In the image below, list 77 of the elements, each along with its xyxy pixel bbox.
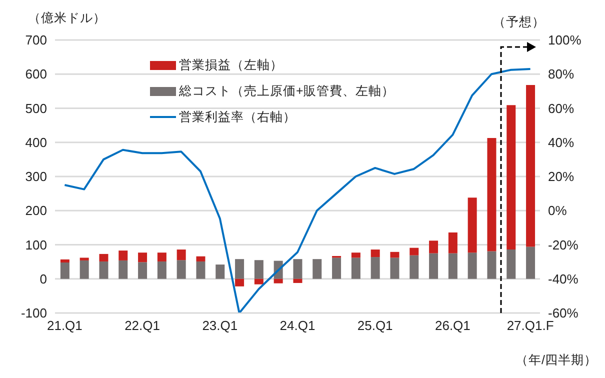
x-axis-title: （年/四半期）	[516, 352, 597, 369]
y2-tick-label: 40%	[548, 134, 574, 150]
bar	[448, 232, 458, 254]
y-tick-label: 100	[25, 237, 47, 252]
bar	[216, 264, 225, 279]
bar	[60, 262, 70, 279]
bar	[526, 85, 536, 247]
bar	[80, 260, 89, 279]
bar	[157, 252, 166, 262]
legend-label: 営業損益（左軸）	[179, 57, 283, 74]
bar	[274, 278, 283, 284]
bar	[390, 252, 400, 258]
y-tick-label: 0	[40, 271, 47, 286]
bar	[448, 253, 458, 279]
bar	[254, 278, 264, 284]
bar	[390, 258, 400, 279]
bar	[526, 246, 536, 279]
bar	[506, 105, 516, 250]
bar	[157, 261, 166, 279]
bar	[176, 260, 186, 279]
bar	[506, 250, 516, 279]
bar	[410, 248, 419, 256]
bar	[99, 254, 108, 262]
bar	[293, 259, 302, 279]
bar	[487, 251, 496, 279]
y2-tick-label: 0%	[548, 203, 568, 218]
y-tick-label: 700	[25, 32, 47, 48]
y-tick-label: 300	[25, 169, 47, 184]
bar	[196, 261, 206, 279]
bar	[118, 260, 128, 279]
bar	[351, 252, 360, 258]
bar	[429, 240, 438, 254]
bar	[176, 250, 186, 260]
y-tick-label: 400	[25, 134, 47, 150]
text: （予想）	[493, 14, 546, 31]
y2-tick-label: -60%	[548, 306, 579, 321]
bar	[370, 250, 380, 258]
bar	[468, 198, 477, 253]
x-tick-label: 21.Q1	[46, 318, 82, 334]
y2-tick-label: 100%	[548, 32, 582, 48]
x-tick-label: 27.Q1.F	[506, 318, 554, 334]
bar	[235, 278, 244, 286]
bar	[118, 250, 128, 260]
bar	[410, 255, 419, 279]
bar	[60, 259, 70, 262]
x-tick-label: 24.Q1	[280, 318, 316, 334]
y2-tick-label: 60%	[548, 100, 574, 116]
x-tick-label: 23.Q1	[202, 318, 238, 334]
y2-tick-label: 80%	[548, 66, 574, 82]
y2-tick-label: -20%	[548, 237, 579, 252]
legend-label: 営業利益率（右軸）	[179, 109, 296, 126]
bar	[370, 257, 380, 279]
x-tick-label: 26.Q1	[434, 318, 470, 334]
bar	[293, 278, 302, 283]
y-tick-label: 200	[25, 203, 47, 218]
bar	[351, 258, 360, 279]
x-tick-label: 25.Q1	[357, 318, 393, 334]
bar	[254, 260, 264, 279]
x-tick-label: 22.Q1	[124, 318, 160, 334]
y-tick-label: -100	[20, 306, 47, 321]
y-tick-label: 500	[25, 100, 47, 116]
bar	[429, 253, 438, 279]
legend-label: 総コスト（売上原価+販管費、左軸）	[179, 83, 394, 100]
bar	[196, 256, 206, 262]
bar	[312, 259, 322, 279]
bar	[468, 252, 477, 279]
y2-tick-label: 20%	[548, 169, 574, 184]
bar	[235, 259, 244, 279]
bar	[332, 258, 342, 279]
bar	[99, 261, 108, 279]
bar	[138, 252, 148, 262]
bar	[487, 138, 496, 252]
y2-tick-label: -40%	[548, 271, 579, 286]
bar	[80, 258, 89, 260]
y-tick-label: 600	[25, 66, 47, 82]
y-axis-title: （億米ドル）	[28, 10, 106, 27]
bar	[138, 262, 148, 279]
